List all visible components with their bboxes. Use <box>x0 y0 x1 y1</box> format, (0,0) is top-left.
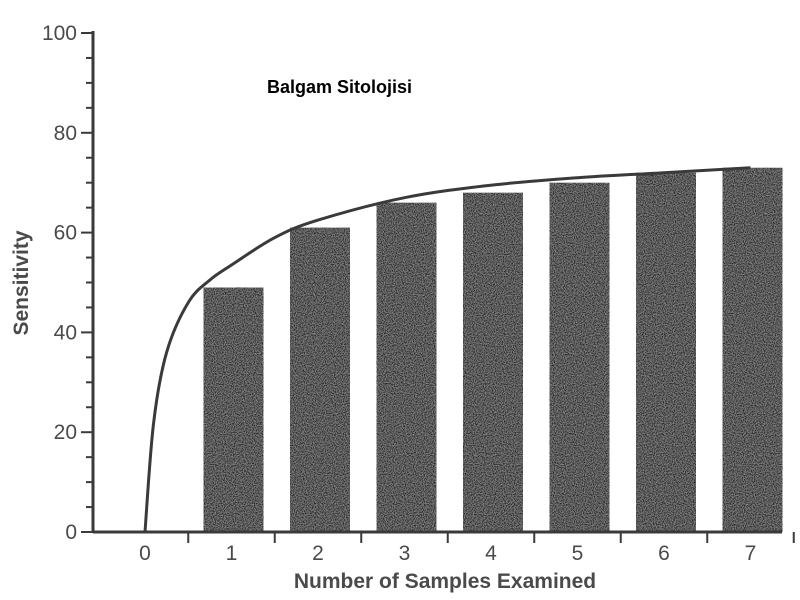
bar-2 <box>290 227 350 533</box>
y-tick-label: 40 <box>54 321 77 344</box>
tick-labels: 0 20 40 60 80 100 0 1 2 3 4 5 6 7 <box>42 22 756 565</box>
y-tick-label: 80 <box>54 122 77 145</box>
y-tick-label: 100 <box>42 22 77 45</box>
y-tick-label: 20 <box>54 421 77 444</box>
bar-3 <box>376 202 437 532</box>
x-tick-label: 2 <box>312 542 324 565</box>
x-axis-title: Number of Samples Examined <box>294 570 596 593</box>
y-tick-label: 60 <box>54 222 77 245</box>
x-tick-label: 7 <box>745 542 757 565</box>
x-tick-label: 1 <box>226 542 238 565</box>
bar-7 <box>722 167 783 533</box>
bar-6 <box>636 172 696 532</box>
bar-5 <box>549 182 610 532</box>
bar-4 <box>463 192 523 532</box>
x-tick-label: 0 <box>139 542 151 565</box>
axes <box>81 31 795 543</box>
y-axis-title: Sensitivity <box>10 230 33 335</box>
bar-group <box>203 167 783 533</box>
x-tick-label: 6 <box>658 542 670 565</box>
x-tick-label: 3 <box>399 542 411 565</box>
x-tick-label: 4 <box>485 542 497 565</box>
x-tick-label: 5 <box>572 542 584 565</box>
chart-title: Balgam Sitolojisi <box>267 77 412 97</box>
bar-1 <box>203 287 264 532</box>
y-tick-label: 0 <box>65 521 77 544</box>
trend-curve <box>143 166 751 533</box>
